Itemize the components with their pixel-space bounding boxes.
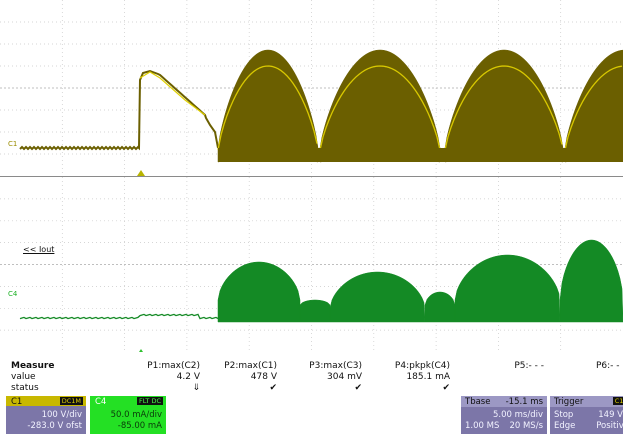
- param-p5-name[interactable]: P5:- - -: [514, 361, 544, 371]
- c4-descriptor-box[interactable]: C4 FLT DC 50.0 mA/div -85.00 mA: [90, 396, 166, 434]
- param-p3-status-icon: ✔: [354, 383, 362, 393]
- c4-vertical-scale: 50.0 mA/div: [110, 410, 162, 420]
- iout-annotation: << Iout: [23, 245, 55, 254]
- param-p1-name[interactable]: P1:max(C2): [147, 361, 200, 371]
- c4-trace-start: [19, 313, 219, 320]
- timebase-box[interactable]: Tbase -15.1 ms 5.00 ms/div 1.00 MS 20 MS…: [461, 396, 547, 434]
- c4-envelope-hump: [217, 261, 301, 323]
- param-p2-value: 478 V: [250, 372, 277, 382]
- timebase-title: Tbase: [465, 397, 491, 407]
- c1-descriptor-box[interactable]: C1 DC1M 100 V/div -283.0 V ofst: [6, 396, 86, 434]
- c1-descriptor-label: C1: [11, 397, 23, 407]
- c1-peak-line: [564, 65, 623, 151]
- measure-status-label: status: [11, 383, 39, 393]
- c4-coupling-badge: FLT DC: [136, 397, 163, 405]
- c4-descriptor-label: C4: [95, 397, 107, 407]
- c1-channel-marker[interactable]: C1: [8, 140, 18, 148]
- param-p4-name[interactable]: P4:pkpk(C4): [394, 361, 450, 371]
- timebase-sample-rate: 20 MS/s: [509, 421, 543, 431]
- c4-channel-marker[interactable]: C4: [8, 290, 18, 298]
- c1-waveform: [19, 49, 623, 163]
- c4-envelope-hump: [424, 291, 456, 323]
- trigger-mode: Stop: [554, 410, 574, 420]
- param-p6-name[interactable]: P6:- -: [596, 361, 620, 371]
- c4-envelope-hump: [454, 254, 561, 323]
- c1-peak-line: [217, 65, 318, 151]
- trigger-position-marker-bottom[interactable]: [137, 349, 145, 352]
- param-p2-status-icon: ✔: [269, 383, 277, 393]
- c1-baseline-band: [218, 148, 623, 162]
- c4-envelope-hump: [299, 299, 331, 323]
- c4-envelope-hump: [559, 239, 623, 323]
- param-p4-value: 185.1 mA: [406, 372, 450, 382]
- measure-header[interactable]: Measure: [11, 361, 55, 371]
- trigger-position-marker-top[interactable]: [137, 170, 145, 176]
- c4-envelope-hump: [329, 271, 426, 323]
- param-p3-name[interactable]: P3:max(C3): [309, 361, 362, 371]
- c1-offset: -283.0 V ofst: [27, 421, 82, 431]
- trigger-type: Edge: [554, 421, 576, 431]
- c1-descriptor-header: [6, 396, 86, 406]
- trigger-header: [550, 396, 623, 407]
- c1-peak-line: [319, 65, 441, 151]
- timebase-scale: 5.00 ms/div: [493, 410, 543, 420]
- trigger-title: Trigger: [554, 397, 584, 407]
- timebase-header: [461, 396, 547, 407]
- param-p1-value: 4.2 V: [176, 372, 200, 382]
- timebase-delay: -15.1 ms: [505, 397, 543, 407]
- measure-value-label: value: [11, 372, 36, 382]
- param-p1-status-icon: ⇓: [192, 383, 200, 393]
- c1-vertical-scale: 100 V/div: [41, 410, 82, 420]
- trigger-level: 149 V: [598, 410, 623, 420]
- timebase-samples: 1.00 MS: [465, 421, 500, 431]
- c4-waveform: [19, 239, 623, 323]
- trigger-box[interactable]: Trigger C1 DC Stop 149 V Edge Positive: [550, 396, 623, 434]
- c1-envelope-hump: [564, 49, 623, 163]
- c1-envelope-hump: [217, 49, 319, 163]
- c1-trace-highlight: [139, 71, 206, 116]
- waveform-display: [0, 0, 623, 352]
- c1-trace-start: [19, 69, 219, 151]
- trigger-slope: Positive: [596, 421, 623, 431]
- c1-peak-line: [444, 65, 563, 151]
- param-p3-value: 304 mV: [327, 372, 362, 382]
- c1-envelope-hump: [444, 49, 564, 163]
- c1-coupling-badge: DC1M: [59, 397, 83, 405]
- param-p4-status-icon: ✔: [442, 383, 450, 393]
- trigger-source-badge: C1 DC: [612, 397, 623, 405]
- param-p2-name[interactable]: P2:max(C1): [224, 361, 277, 371]
- c1-envelope-hump: [319, 49, 441, 163]
- c4-offset: -85.00 mA: [117, 421, 162, 431]
